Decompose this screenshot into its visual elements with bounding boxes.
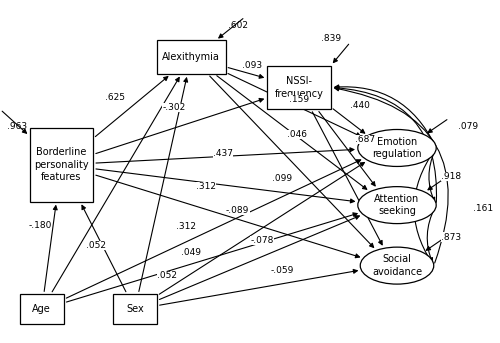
FancyBboxPatch shape [20,294,64,324]
Text: .625: .625 [105,93,125,102]
Text: .159: .159 [289,95,309,104]
Text: -.078: -.078 [250,236,274,245]
FancyBboxPatch shape [157,40,226,74]
Ellipse shape [358,187,436,224]
Text: .052: .052 [156,271,176,280]
Text: .440: .440 [350,102,370,110]
Text: .312: .312 [176,223,197,232]
Text: .918: .918 [441,172,461,181]
Text: .093: .093 [242,61,262,70]
Text: .963: .963 [7,122,28,131]
Text: -.180: -.180 [28,221,52,230]
Text: Sex: Sex [126,304,144,314]
Text: .161: .161 [472,204,493,213]
Text: -.059: -.059 [270,266,293,275]
Text: .052: .052 [86,241,105,250]
Ellipse shape [360,247,434,284]
Ellipse shape [358,130,436,166]
Text: -.089: -.089 [226,206,250,215]
Text: .839: .839 [321,34,341,43]
Text: .312: .312 [196,182,216,191]
Text: Emotion
regulation: Emotion regulation [372,137,422,159]
FancyBboxPatch shape [30,128,93,202]
FancyBboxPatch shape [113,294,157,324]
Text: Age: Age [32,304,51,314]
Text: NSSI-
frequency: NSSI- frequency [274,76,324,99]
Text: Alexithymia: Alexithymia [162,52,220,62]
FancyBboxPatch shape [267,66,331,109]
Text: .049: .049 [181,248,201,257]
Text: .079: .079 [458,122,478,131]
Text: .687: .687 [355,135,375,144]
Text: Attention
seeking: Attention seeking [374,194,420,216]
Text: Borderline
personality
features: Borderline personality features [34,147,88,182]
Text: .602: .602 [228,21,248,30]
Text: -.302: -.302 [162,103,186,112]
Text: .046: .046 [286,130,306,139]
Text: .873: .873 [441,233,461,241]
Text: Social
avoidance: Social avoidance [372,255,422,277]
Text: .099: .099 [272,174,292,183]
Text: .437: .437 [213,149,233,157]
